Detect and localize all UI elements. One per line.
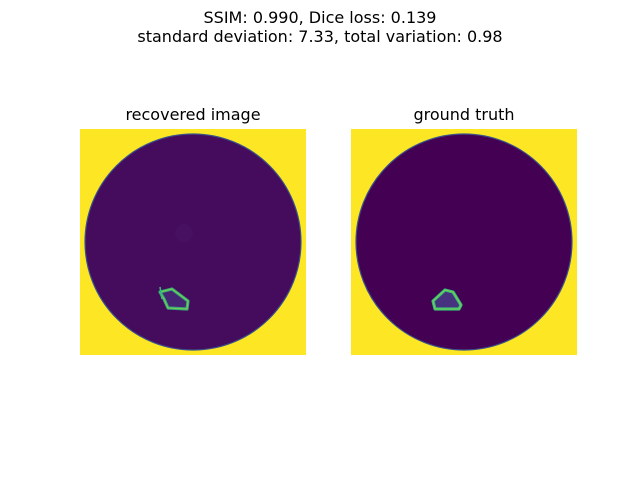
inclusion-artifact-streak xyxy=(159,286,163,300)
disk xyxy=(85,134,301,350)
inclusion-highlight xyxy=(159,288,189,310)
ground-truth-image xyxy=(351,129,577,355)
ground-truth-title: ground truth xyxy=(413,105,515,124)
recovered-image-panel xyxy=(80,129,306,355)
figure-suptitle: SSIM: 0.990, Dice loss: 0.139 standard d… xyxy=(0,8,640,46)
disk-edge xyxy=(355,133,573,351)
artifact-blob xyxy=(175,224,193,242)
suptitle-stats-line: standard deviation: 7.33, total variatio… xyxy=(137,27,503,46)
suptitle-metrics-line: SSIM: 0.990, Dice loss: 0.139 xyxy=(203,8,437,27)
inclusion-highlight xyxy=(432,289,462,310)
disk xyxy=(356,134,572,350)
ground-truth-panel xyxy=(351,129,577,355)
recovered-image-title: recovered image xyxy=(125,105,261,124)
disk-edge xyxy=(84,133,302,351)
recovered-image xyxy=(80,129,306,355)
